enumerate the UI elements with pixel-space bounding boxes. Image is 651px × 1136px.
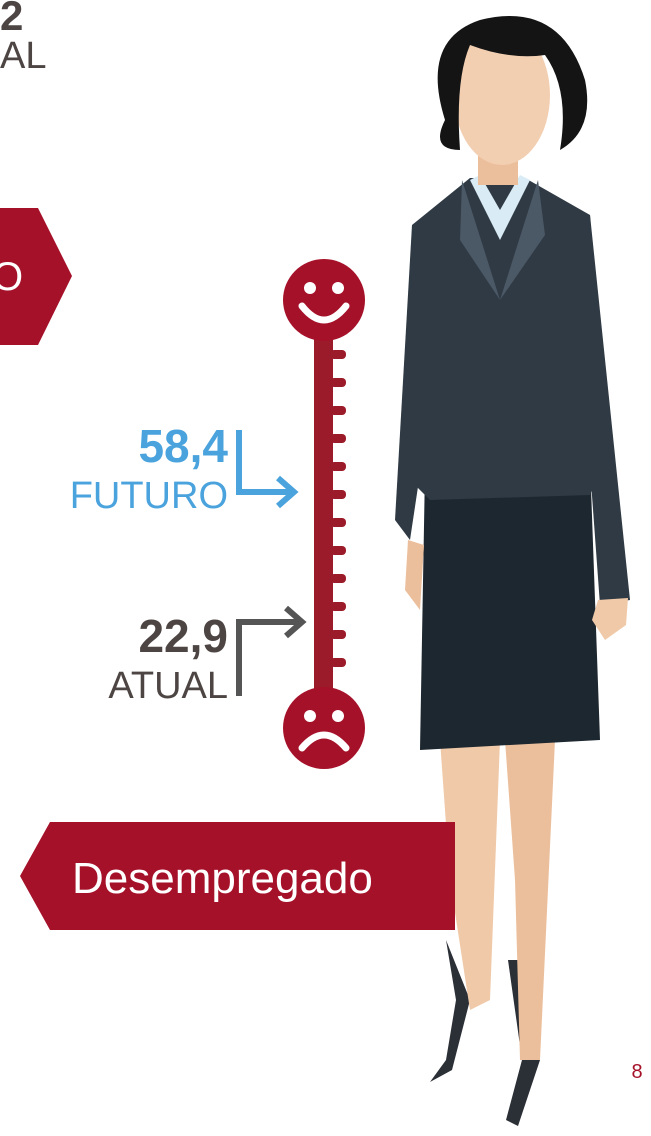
sad-face (283, 687, 365, 769)
status-banner-text: Desempregado (72, 854, 373, 903)
top-banner (0, 208, 72, 345)
top-banner-text: O (0, 255, 23, 299)
thermometer (283, 259, 365, 769)
page-number: 8 (631, 1061, 642, 1083)
current-arrow (236, 619, 298, 696)
current-value: 22,9 (138, 610, 228, 662)
future-arrow (236, 430, 290, 495)
top-caption: AL (0, 35, 46, 77)
top-value: 2 (0, 0, 23, 39)
woman-illustration (395, 16, 630, 1126)
current-label: ATUAL (108, 665, 228, 707)
future-value: 58,4 (138, 420, 228, 472)
future-label: FUTURO (70, 475, 228, 517)
status-banner (20, 822, 455, 930)
happy-face (283, 259, 365, 341)
